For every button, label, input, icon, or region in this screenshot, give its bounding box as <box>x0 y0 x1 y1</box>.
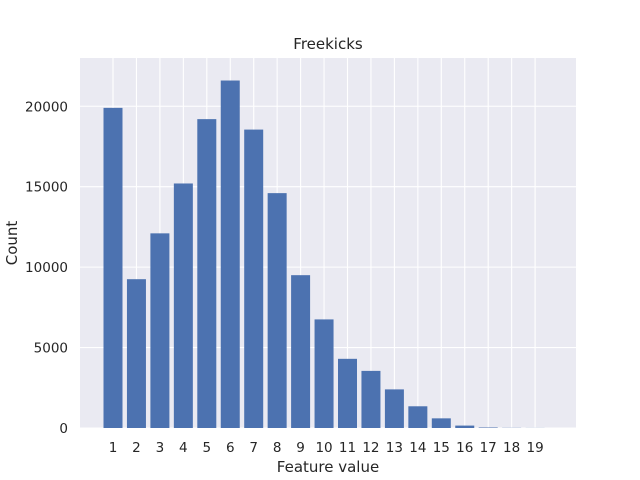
bar <box>197 119 217 428</box>
x-tick-label: 5 <box>203 440 212 456</box>
y-tick-label: 15000 <box>25 180 68 196</box>
x-tick-label: 4 <box>179 440 188 456</box>
x-tick-label: 12 <box>362 440 379 456</box>
bar <box>361 370 381 428</box>
x-tick-label: 11 <box>339 440 356 456</box>
x-tick-label: 2 <box>132 440 141 456</box>
x-tick-label: 7 <box>249 440 258 456</box>
bar <box>314 319 334 428</box>
bar <box>150 233 170 428</box>
y-tick-label: 20000 <box>25 99 68 115</box>
x-tick-label: 6 <box>226 440 235 456</box>
x-tick-label: 19 <box>527 440 544 456</box>
y-tick-label: 10000 <box>25 260 68 276</box>
chart-title: Freekicks <box>293 35 363 53</box>
bar <box>338 358 357 428</box>
y-axis-label: Count <box>3 221 21 266</box>
x-tick-label: 3 <box>156 440 165 456</box>
y-tick-labels: 0 5000 10000 15000 20000 <box>25 99 68 437</box>
x-tick-label: 8 <box>273 440 282 456</box>
bar <box>384 389 404 428</box>
x-axis-label: Feature value <box>277 458 379 476</box>
x-tick-label: 13 <box>386 440 403 456</box>
bar <box>408 406 428 428</box>
x-tick-labels: 1 2 3 4 5 6 7 8 9 10 11 12 13 14 15 16 17 18 19 <box>109 440 544 456</box>
x-tick-label: 17 <box>480 440 497 456</box>
x-tick-label: 14 <box>409 440 426 456</box>
bar <box>173 183 193 428</box>
bar <box>126 279 146 428</box>
bar <box>431 418 451 428</box>
x-tick-label: 10 <box>315 440 332 456</box>
bars <box>103 80 545 429</box>
x-tick-label: 18 <box>503 440 520 456</box>
y-tick-label: 0 <box>59 421 68 437</box>
x-tick-label: 1 <box>109 440 118 456</box>
bar <box>220 80 240 429</box>
y-tick-label: 5000 <box>34 341 68 357</box>
bar <box>103 107 123 428</box>
x-tick-label: 9 <box>296 440 305 456</box>
bar <box>291 275 311 428</box>
x-tick-label: 16 <box>456 440 473 456</box>
x-tick-label: 15 <box>433 440 450 456</box>
bar <box>455 425 475 428</box>
bar <box>267 193 287 428</box>
bar <box>244 129 264 428</box>
